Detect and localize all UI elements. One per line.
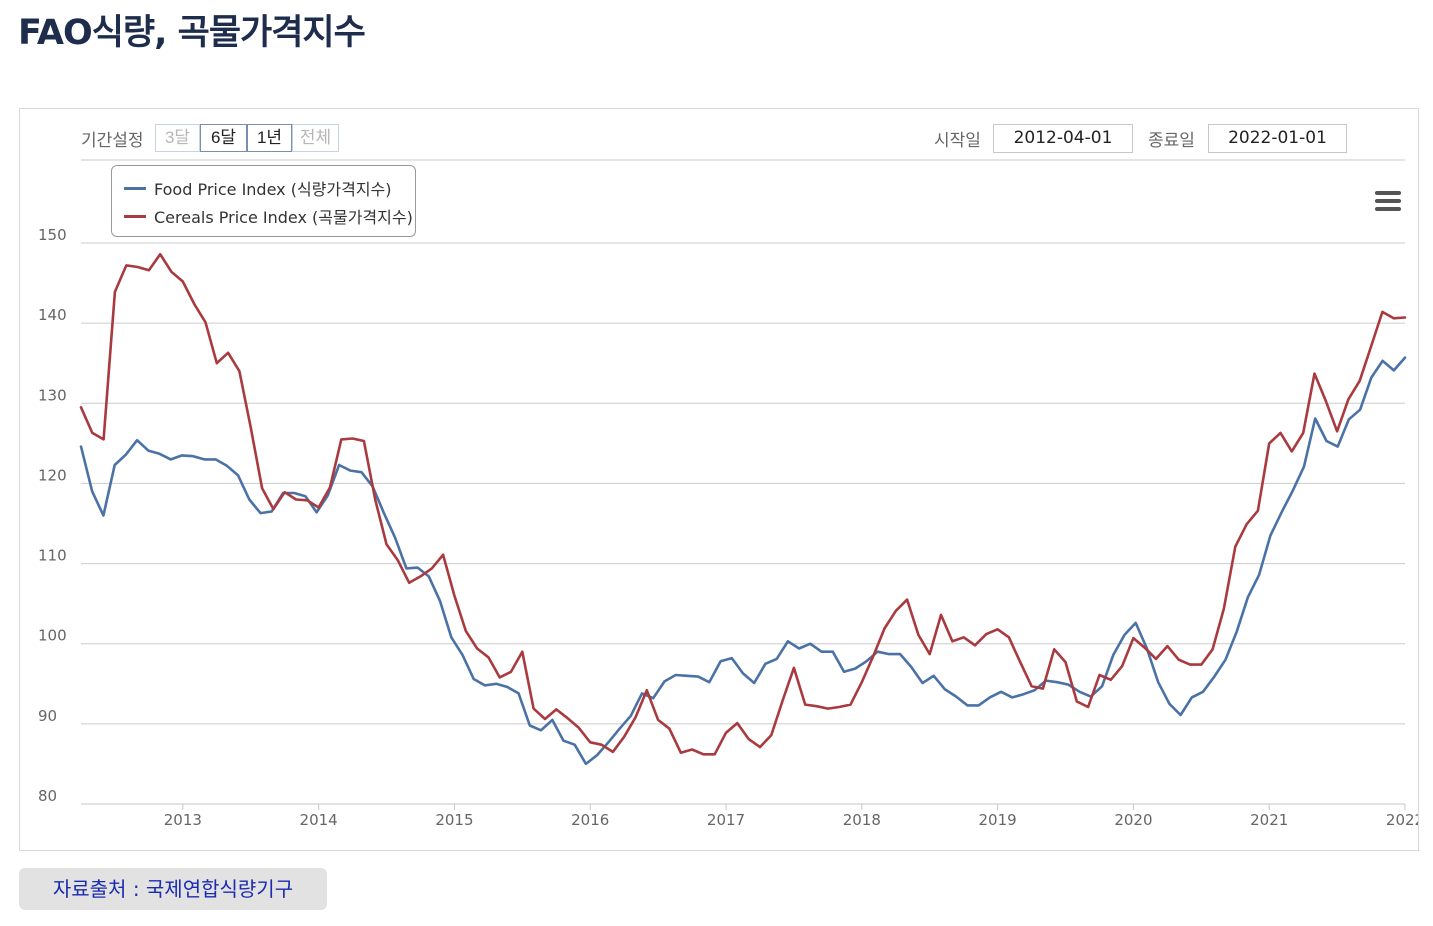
y-tick-label: 150 xyxy=(38,226,67,244)
cereals-price-line xyxy=(79,252,1407,756)
period-label: 기간설정 xyxy=(81,131,144,151)
y-tick-label: 100 xyxy=(38,627,67,645)
period-all-button[interactable]: 전체 xyxy=(292,124,339,152)
x-tick-label: 2020 xyxy=(1114,811,1152,829)
food-price-line xyxy=(79,356,1407,766)
x-tick-label: 2016 xyxy=(571,811,609,829)
period-1y-button[interactable]: 1년 xyxy=(247,124,292,152)
end-date-input[interactable]: 2022-01-01 xyxy=(1208,124,1347,153)
legend-item-cereals[interactable]: Cereals Price Index (곡물가격지수) xyxy=(124,204,413,227)
period-6m-button[interactable]: 6달 xyxy=(200,124,247,152)
start-date-input[interactable]: 2012-04-01 xyxy=(993,124,1133,153)
y-tick-label: 90 xyxy=(38,707,57,725)
page-title: FAO식량, 곡물가격지수 xyxy=(18,13,366,53)
line-chart: 80 90 100 110 120 130 140 150 2013 2014 2015 2016 20… xyxy=(38,159,1418,829)
legend-food-label: Food Price Index (식량가격지수) xyxy=(154,180,392,199)
y-tick-label: 120 xyxy=(38,466,67,484)
start-date-label: 시작일 xyxy=(934,131,981,151)
x-tick-label: 2021 xyxy=(1250,811,1288,829)
legend-item-food[interactable]: Food Price Index (식량가격지수) xyxy=(124,176,392,199)
x-tick-label: 2022 xyxy=(1386,811,1418,829)
x-tick-label: 2014 xyxy=(300,811,338,829)
food-swatch xyxy=(124,187,146,190)
legend-cereals-label: Cereals Price Index (곡물가격지수) xyxy=(154,208,413,227)
cereals-swatch xyxy=(124,215,146,218)
period-3m-button[interactable]: 3달 xyxy=(155,124,200,152)
y-tick-label: 80 xyxy=(38,787,57,805)
x-tick-label: 2018 xyxy=(843,811,881,829)
legend: Food Price Index (식량가격지수) Cereals Price … xyxy=(111,165,416,237)
x-tick-label: 2013 xyxy=(164,811,202,829)
x-tick-label: 2017 xyxy=(707,811,745,829)
y-tick-label: 110 xyxy=(38,547,67,565)
x-tick-label: 2019 xyxy=(979,811,1017,829)
y-tick-label: 130 xyxy=(38,386,67,404)
hamburger-menu-icon[interactable] xyxy=(1375,191,1401,215)
y-tick-label: 140 xyxy=(38,306,67,324)
x-tick-label: 2015 xyxy=(435,811,473,829)
chart-panel: 기간설정 3달 6달 1년 전체 시작일 2012-04-01 종료일 2022… xyxy=(19,108,1419,851)
end-date-label: 종료일 xyxy=(1148,131,1195,151)
source-badge: 자료출처 : 국제연합식량기구 xyxy=(19,868,327,910)
